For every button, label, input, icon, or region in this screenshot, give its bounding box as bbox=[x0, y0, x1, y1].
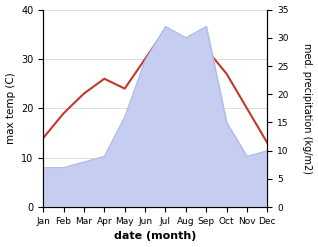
Y-axis label: max temp (C): max temp (C) bbox=[5, 72, 16, 144]
X-axis label: date (month): date (month) bbox=[114, 231, 197, 242]
Y-axis label: med. precipitation (kg/m2): med. precipitation (kg/m2) bbox=[302, 43, 313, 174]
